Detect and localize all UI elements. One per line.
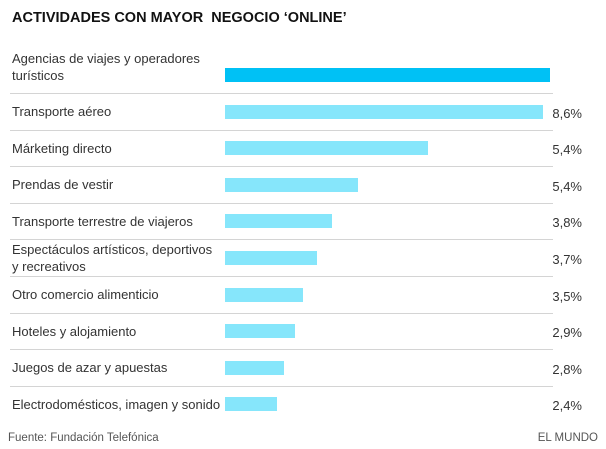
data-label: 3,7% [552,252,582,267]
bar [225,397,277,412]
bar [225,360,285,375]
bar [225,177,358,192]
data-label: 8,6% [552,105,582,121]
bar [225,68,550,82]
chart-title: ACTIVIDADES CON MAYOR NEGOCIO ‘ONLINE’ [12,10,347,26]
bar [225,141,429,156]
data-label: 2,9% [552,325,582,341]
category-label: Transporte terrestre de viajeros [12,213,193,229]
row-separator [10,349,553,351]
category-label: Electrodomésticos, imagen y sonido [12,396,221,412]
category-label: Hoteles y alojamiento [12,323,137,339]
row-separator [10,239,553,241]
data-label: 3,8% [552,215,582,231]
data-label: 2,8% [552,361,582,377]
row-separator [10,312,553,314]
category-label: Espectáculos artísticos, deportivos y re… [12,242,213,274]
row-separator [10,93,553,94]
category-label: Agencias de viajes y operadores turístic… [12,51,200,83]
bar [225,104,543,119]
bar [225,324,296,339]
data-label [540,67,582,87]
data-label: 5,4% [552,178,582,194]
bar [225,251,318,265]
category-label: Márketing directo [12,140,112,156]
source-note: Fuente: Fundación Telefónica [8,432,159,444]
data-label: 2,4% [552,398,582,414]
category-label: Transporte aéreo [12,104,112,120]
bar [225,287,303,302]
row-separator [10,202,553,204]
category-label: Prendas de vestir [12,177,114,193]
data-label: 5,4% [552,142,582,158]
row-separator [10,129,553,131]
row-separator [10,166,553,168]
row-separator [10,276,553,277]
row-separator [10,385,553,387]
bar [225,214,333,229]
category-label: Otro comercio alimenticio [12,287,159,303]
data-label: 3,5% [552,288,582,304]
category-label: Juegos de azar y apuestas [12,360,168,376]
brand-label: EL MUNDO [537,432,598,444]
